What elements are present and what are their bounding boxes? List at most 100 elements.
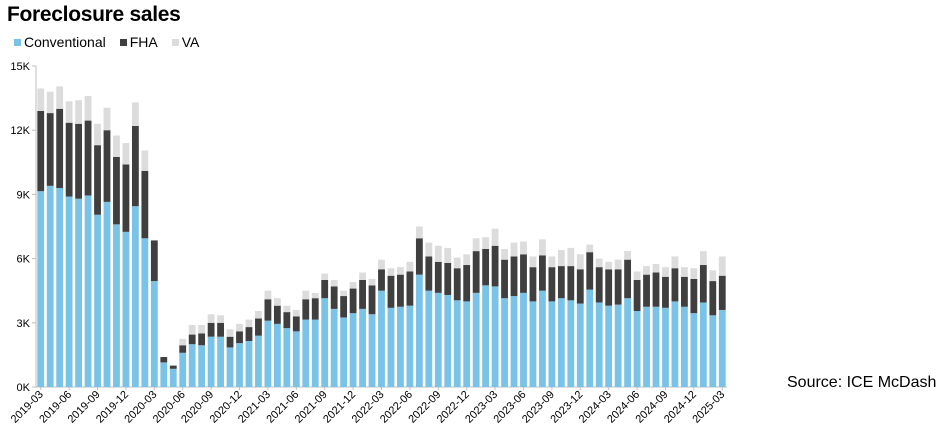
legend-item-va: VA (171, 34, 199, 50)
legend-item-fha: FHA (119, 34, 158, 50)
bar-conventional (397, 306, 404, 387)
bar-va (84, 95, 92, 121)
bar-conventional (671, 301, 679, 387)
y-tick-label: 12K (10, 125, 30, 137)
bar-conventional (75, 198, 83, 387)
bar-va (539, 239, 546, 256)
bar-fha (330, 286, 338, 309)
bar-va (236, 323, 243, 332)
bar-va (415, 226, 423, 239)
bar-fha (662, 276, 669, 308)
bar-fha (718, 275, 726, 310)
bar-conventional (84, 195, 92, 387)
bar-va (349, 282, 357, 289)
bar-conventional (520, 292, 527, 387)
bar-conventional (415, 274, 423, 387)
bar-fha (349, 288, 357, 314)
bar-conventional (709, 315, 717, 387)
bar-conventional (340, 317, 348, 387)
bar-conventional (141, 238, 149, 387)
bar-fha (444, 262, 452, 295)
bar-va (311, 292, 319, 299)
bar-fha (113, 156, 120, 225)
bar-conventional (463, 301, 471, 387)
bar-va (131, 102, 139, 126)
bar-conventional (510, 296, 518, 387)
bar-conventional (690, 313, 698, 387)
bar-va (292, 309, 300, 317)
bar-va (188, 324, 196, 335)
bar-va (321, 273, 329, 280)
bar-fha (595, 267, 603, 303)
bar-conventional (539, 290, 546, 387)
bar-va (245, 319, 253, 328)
bar-conventional (614, 304, 622, 387)
bar-va (633, 271, 641, 280)
bar-conventional (595, 302, 603, 387)
bar-fha (709, 281, 717, 316)
bar-conventional (662, 307, 669, 387)
bar-conventional (255, 335, 262, 387)
bar-conventional (160, 362, 168, 387)
y-tick-label: 9K (17, 189, 31, 201)
bar-va (368, 278, 376, 286)
bar-va (141, 150, 149, 171)
bar-va (122, 143, 130, 165)
bar-va (586, 244, 594, 253)
bar-va (434, 245, 442, 262)
legend-item-conventional: Conventional (14, 34, 106, 50)
bar-fha (273, 305, 281, 324)
bar-va (359, 272, 366, 280)
bar-fha (624, 259, 632, 299)
bar-va (425, 242, 433, 257)
bar-va (330, 280, 338, 287)
bar-va (699, 251, 707, 266)
bar-conventional (150, 281, 158, 387)
bar-fha (84, 120, 92, 196)
bar-conventional (236, 343, 243, 387)
bar-fha (614, 269, 622, 305)
bar-fha (576, 269, 584, 304)
bar-va (264, 290, 272, 300)
bar-conventional (501, 298, 508, 387)
bar-va (207, 314, 215, 323)
y-tick-label: 15K (10, 61, 30, 73)
bar-va (302, 290, 310, 300)
bar-va (217, 315, 224, 323)
bar-va (397, 267, 404, 275)
bar-va (671, 256, 679, 269)
bar-va (406, 261, 414, 272)
bar-conventional (472, 292, 480, 387)
bar-fha (453, 268, 461, 301)
bar-va (340, 290, 348, 297)
bar-fha (548, 267, 556, 302)
chart-title: Foreclosure sales (7, 3, 181, 26)
bar-fha (65, 122, 73, 197)
bar-va (520, 241, 527, 255)
bar-conventional (122, 231, 130, 387)
bar-fha (207, 322, 215, 337)
bar-conventional (482, 285, 490, 387)
bar-va (463, 254, 471, 266)
bar-conventional (368, 314, 376, 387)
bar-conventional (586, 289, 594, 387)
bar-va (501, 248, 508, 260)
bar-fha (75, 123, 83, 199)
bar-va (46, 91, 54, 114)
bar-fha (226, 336, 234, 348)
bar-va (198, 324, 206, 334)
bar-fha (264, 299, 272, 321)
bar-va (113, 135, 120, 157)
bar-fha (340, 296, 348, 318)
bar-conventional (557, 298, 565, 387)
bar-fha (539, 255, 546, 291)
bar-fha (510, 256, 518, 297)
bar-va (387, 268, 395, 276)
bar-conventional (349, 313, 357, 387)
bar-conventional (302, 319, 310, 387)
legend-label-fha: FHA (129, 34, 158, 50)
bar-va (255, 311, 262, 319)
bar-fha (406, 271, 414, 306)
bar-fha (359, 280, 366, 309)
